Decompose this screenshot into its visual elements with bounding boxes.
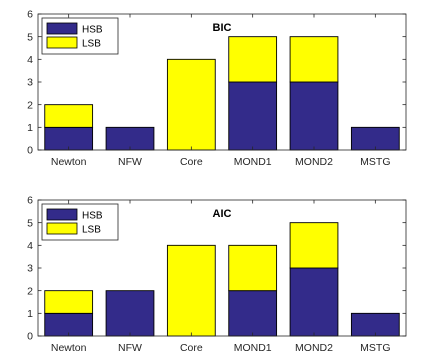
aic-legend-label-lsb: LSB [82,225,101,236]
aic-ytick-label: 2 [27,285,33,297]
aic-bar-nfw-hsb [105,290,155,337]
bic-xtick-label-nfw: NFW [118,156,142,168]
aic-ytick-label: 3 [27,263,33,275]
bic-ytick-label: 0 [27,145,33,157]
aic-bar-mond2-hsb [289,267,339,337]
aic-legend-swatch-hsb [46,208,78,221]
bic-xtick-label-mond1: MOND1 [234,156,272,168]
aic-bar-mond1-lsb [228,244,278,292]
aic-bar-mond1-hsb [228,290,278,337]
bic-bar-mond2-lsb [289,36,339,83]
bic-legend-label-hsb: HSB [82,25,103,36]
bic-bar-core-lsb [166,58,216,151]
aic-xtick-label-mstg: MSTG [360,342,390,354]
bic-xtick-label-core: Core [180,156,203,168]
aic-ytick-label: 4 [27,240,33,252]
aic-ytick-label: 0 [27,331,33,343]
aic-legend-label-hsb: HSB [82,211,103,222]
aic-xtick-label-nfw: NFW [118,342,142,354]
bic-panel: 0 1 2 3 4 5 6 Newton NFW Core MOND1 MOND2 MSTG BIC HSB… [27,9,407,168]
aic-bar-newton-lsb [44,290,94,314]
aic-ytick-label: 6 [27,195,33,207]
bic-ytick-label: 5 [27,31,33,43]
bic-legend-swatch-lsb [46,36,78,49]
bic-ytick-label: 4 [27,54,33,66]
bic-legend: HSB LSB [41,17,119,55]
aic-legend: HSB LSB [41,203,119,241]
bic-chart-title: BIC [213,22,232,34]
bic-bar-mond1-lsb [228,36,278,83]
bic-bar-newton-lsb [44,104,94,128]
bic-ytick-label: 3 [27,77,33,89]
bic-ytick-label: 6 [27,9,33,21]
aic-panel: 0 1 2 3 4 5 6 Newton NFW Core MOND1 MOND2 MSTG AIC HSB… [27,195,407,354]
bic-bar-mond1-hsb [228,81,278,151]
bic-xtick-label-mstg: MSTG [360,156,390,168]
aic-xtick-label-newton: Newton [51,342,87,354]
bic-legend-label-lsb: LSB [82,39,101,50]
aic-legend-swatch-lsb [46,222,78,235]
bic-bar-mond2-hsb [289,81,339,151]
aic-bar-mond2-lsb [289,222,339,269]
aic-ytick-label: 1 [27,308,33,320]
bic-xtick-label-mond2: MOND2 [295,156,333,168]
aic-chart-title: AIC [213,208,232,220]
aic-xtick-label-core: Core [180,342,203,354]
bic-legend-swatch-hsb [46,22,78,35]
bic-ytick-label: 1 [27,122,33,134]
aic-bar-core-lsb [166,244,216,337]
bic-xtick-label-newton: Newton [51,156,87,168]
aic-xtick-label-mond2: MOND2 [295,342,333,354]
aic-xtick-label-mond1: MOND1 [234,342,272,354]
bic-ytick-label: 2 [27,99,33,111]
aic-ytick-label: 5 [27,217,33,229]
